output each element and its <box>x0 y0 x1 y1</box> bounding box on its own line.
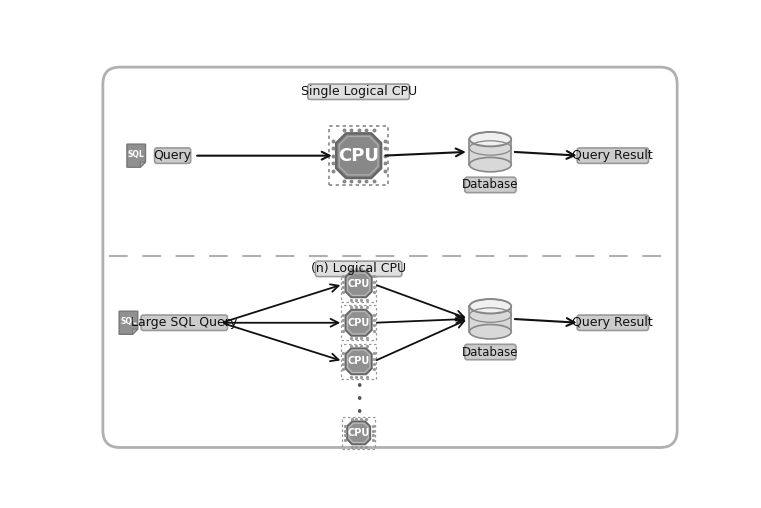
FancyBboxPatch shape <box>465 344 516 360</box>
Polygon shape <box>345 310 372 336</box>
Polygon shape <box>345 348 372 374</box>
Polygon shape <box>119 311 138 334</box>
Polygon shape <box>132 329 138 334</box>
Text: SQL: SQL <box>128 150 145 160</box>
Text: SQL: SQL <box>120 318 137 327</box>
Text: Single Logical CPU: Single Logical CPU <box>301 85 417 98</box>
FancyBboxPatch shape <box>141 315 228 331</box>
Text: CPU: CPU <box>348 279 370 289</box>
FancyBboxPatch shape <box>577 315 648 331</box>
Text: Query: Query <box>154 149 192 162</box>
FancyBboxPatch shape <box>308 84 409 100</box>
Polygon shape <box>127 144 145 167</box>
Text: Large SQL Query: Large SQL Query <box>131 316 237 329</box>
Text: CPU: CPU <box>348 428 370 438</box>
FancyBboxPatch shape <box>470 306 511 332</box>
Text: (n) Logical CPU: (n) Logical CPU <box>311 262 406 275</box>
Polygon shape <box>345 271 372 297</box>
Text: Query Result: Query Result <box>572 316 653 329</box>
FancyBboxPatch shape <box>154 148 191 164</box>
Ellipse shape <box>470 132 511 146</box>
Polygon shape <box>347 421 371 444</box>
FancyBboxPatch shape <box>103 67 677 448</box>
Ellipse shape <box>470 325 511 339</box>
FancyBboxPatch shape <box>577 148 648 164</box>
Text: •: • <box>355 393 362 406</box>
Text: CPU: CPU <box>338 147 379 165</box>
Polygon shape <box>336 133 381 178</box>
FancyBboxPatch shape <box>465 177 516 193</box>
Text: •: • <box>355 380 362 393</box>
Text: CPU: CPU <box>348 318 370 328</box>
Ellipse shape <box>470 299 511 313</box>
Ellipse shape <box>470 157 511 172</box>
Polygon shape <box>140 162 145 167</box>
FancyBboxPatch shape <box>470 139 511 165</box>
Text: CPU: CPU <box>348 356 370 366</box>
Text: Database: Database <box>462 178 519 192</box>
Text: •: • <box>355 406 362 419</box>
Text: Query Result: Query Result <box>572 149 653 162</box>
FancyBboxPatch shape <box>315 261 402 276</box>
Text: Database: Database <box>462 345 519 359</box>
